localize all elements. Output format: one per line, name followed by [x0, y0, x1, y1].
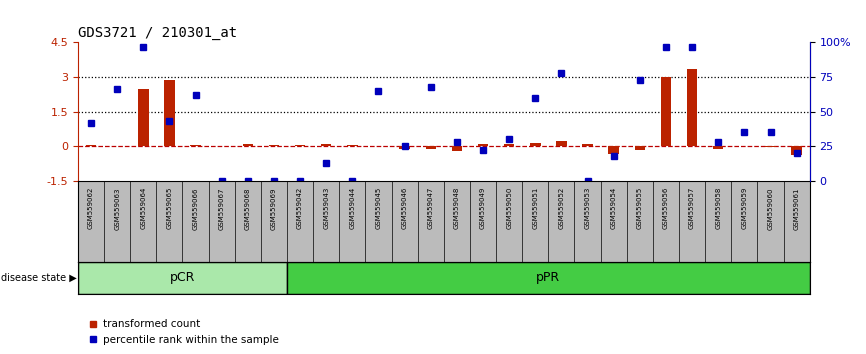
Bar	[165, 80, 175, 146]
Bar	[530, 143, 540, 146]
Text: GSM559069: GSM559069	[271, 187, 277, 229]
Bar	[556, 141, 566, 146]
Text: GSM559067: GSM559067	[219, 187, 224, 229]
Text: GSM559052: GSM559052	[559, 187, 565, 229]
Bar	[268, 145, 279, 146]
Text: GSM559047: GSM559047	[428, 187, 434, 229]
Bar	[347, 145, 358, 146]
Text: GSM559066: GSM559066	[192, 187, 198, 229]
Bar	[191, 145, 201, 146]
Text: pCR: pCR	[170, 272, 195, 284]
Text: GSM559044: GSM559044	[349, 187, 355, 229]
Bar	[504, 144, 514, 146]
Text: GSM559053: GSM559053	[585, 187, 591, 229]
Text: disease state ▶: disease state ▶	[1, 273, 76, 283]
Bar	[713, 146, 723, 149]
Text: GSM559058: GSM559058	[715, 187, 721, 229]
Bar	[287, 262, 810, 294]
Text: GSM559042: GSM559042	[297, 187, 303, 229]
Text: GSM559068: GSM559068	[245, 187, 251, 229]
Bar	[661, 77, 671, 146]
Text: GSM559056: GSM559056	[663, 187, 669, 229]
Text: GSM559051: GSM559051	[533, 187, 539, 229]
Text: GSM559043: GSM559043	[323, 187, 329, 229]
Text: GSM559060: GSM559060	[767, 187, 773, 229]
Bar	[687, 69, 697, 146]
Bar	[609, 146, 619, 154]
Text: GSM559054: GSM559054	[611, 187, 617, 229]
Text: GSM559059: GSM559059	[741, 187, 747, 229]
Text: GSM559064: GSM559064	[140, 187, 146, 229]
Text: GSM559045: GSM559045	[376, 187, 382, 229]
Legend: transformed count, percentile rank within the sample: transformed count, percentile rank withi…	[83, 315, 283, 349]
Bar	[399, 146, 410, 149]
Text: GSM559049: GSM559049	[480, 187, 486, 229]
Bar	[294, 145, 306, 146]
Bar	[321, 144, 332, 146]
Text: GSM559046: GSM559046	[402, 187, 408, 229]
Text: GSM559062: GSM559062	[88, 187, 94, 229]
Text: GSM559057: GSM559057	[689, 187, 695, 229]
Bar	[425, 146, 436, 149]
Bar	[86, 145, 96, 146]
Text: GDS3721 / 210301_at: GDS3721 / 210301_at	[78, 26, 237, 40]
Text: GSM559063: GSM559063	[114, 187, 120, 229]
Bar	[582, 144, 593, 146]
Text: GSM559050: GSM559050	[506, 187, 512, 229]
Bar	[452, 146, 462, 151]
Bar	[78, 262, 287, 294]
Bar	[766, 146, 776, 147]
Text: pPR: pPR	[536, 272, 560, 284]
Bar	[242, 144, 253, 146]
Text: GSM559048: GSM559048	[454, 187, 460, 229]
Bar	[478, 144, 488, 146]
Text: GSM559061: GSM559061	[793, 187, 799, 229]
Text: GSM559065: GSM559065	[166, 187, 172, 229]
Text: GSM559055: GSM559055	[637, 187, 643, 229]
Bar	[635, 146, 645, 150]
Bar	[792, 146, 802, 155]
Bar	[138, 88, 148, 146]
